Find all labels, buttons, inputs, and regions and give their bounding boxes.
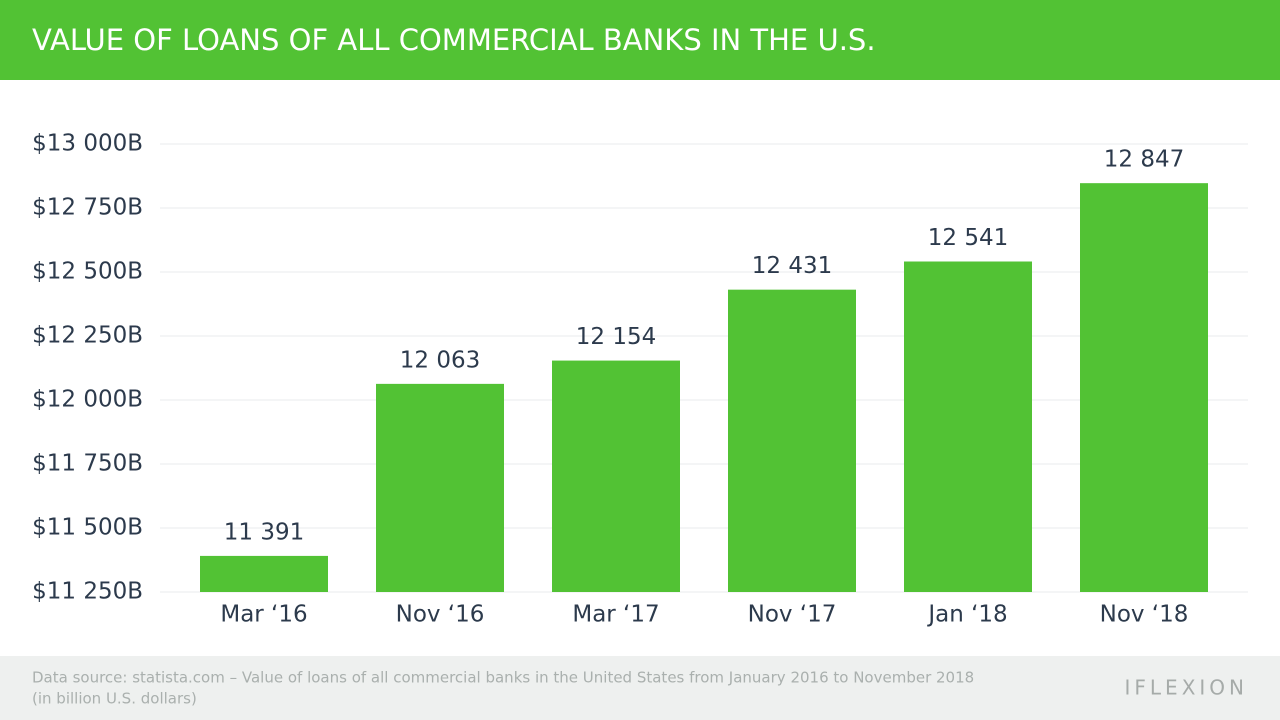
value-label: 12 847 <box>1104 147 1184 173</box>
y-tick-label: $11 500B <box>32 515 143 541</box>
source-note: Data source: statista.com – Value of loa… <box>32 669 974 687</box>
y-tick-label: $12 500B <box>32 259 143 285</box>
bar <box>728 289 856 592</box>
x-tick-label: Nov ‘18 <box>1100 602 1189 628</box>
header-bar <box>0 0 1280 80</box>
value-label: 12 154 <box>576 324 656 350</box>
x-tick-label: Mar ‘17 <box>572 602 659 628</box>
bar <box>376 383 504 592</box>
y-tick-label: $11 250B <box>32 579 143 605</box>
value-label: 12 541 <box>928 225 1008 251</box>
x-tick-label: Nov ‘17 <box>748 602 837 628</box>
value-label: 12 431 <box>752 253 832 279</box>
y-tick-label: $12 250B <box>32 323 143 349</box>
bar <box>904 261 1032 592</box>
value-label: 12 063 <box>400 347 480 373</box>
bar <box>200 555 328 592</box>
bar <box>552 360 680 592</box>
x-tick-label: Mar ‘16 <box>220 602 307 628</box>
x-tick-label: Jan ‘18 <box>926 602 1007 628</box>
y-tick-label: $13 000B <box>32 131 143 157</box>
x-tick-label: Nov ‘16 <box>396 602 485 628</box>
y-tick-label: $12 750B <box>32 195 143 221</box>
unit-note: (in billion U.S. dollars) <box>32 690 197 708</box>
bar <box>1080 183 1208 592</box>
y-tick-label: $12 000B <box>32 387 143 413</box>
footer-bar <box>0 656 1280 720</box>
value-label: 11 391 <box>224 519 304 545</box>
y-tick-label: $11 750B <box>32 451 143 477</box>
chart-title: VALUE OF LOANS OF ALL COMMERCIAL BANKS I… <box>32 23 876 57</box>
logo: IFLEXION <box>1125 676 1248 700</box>
